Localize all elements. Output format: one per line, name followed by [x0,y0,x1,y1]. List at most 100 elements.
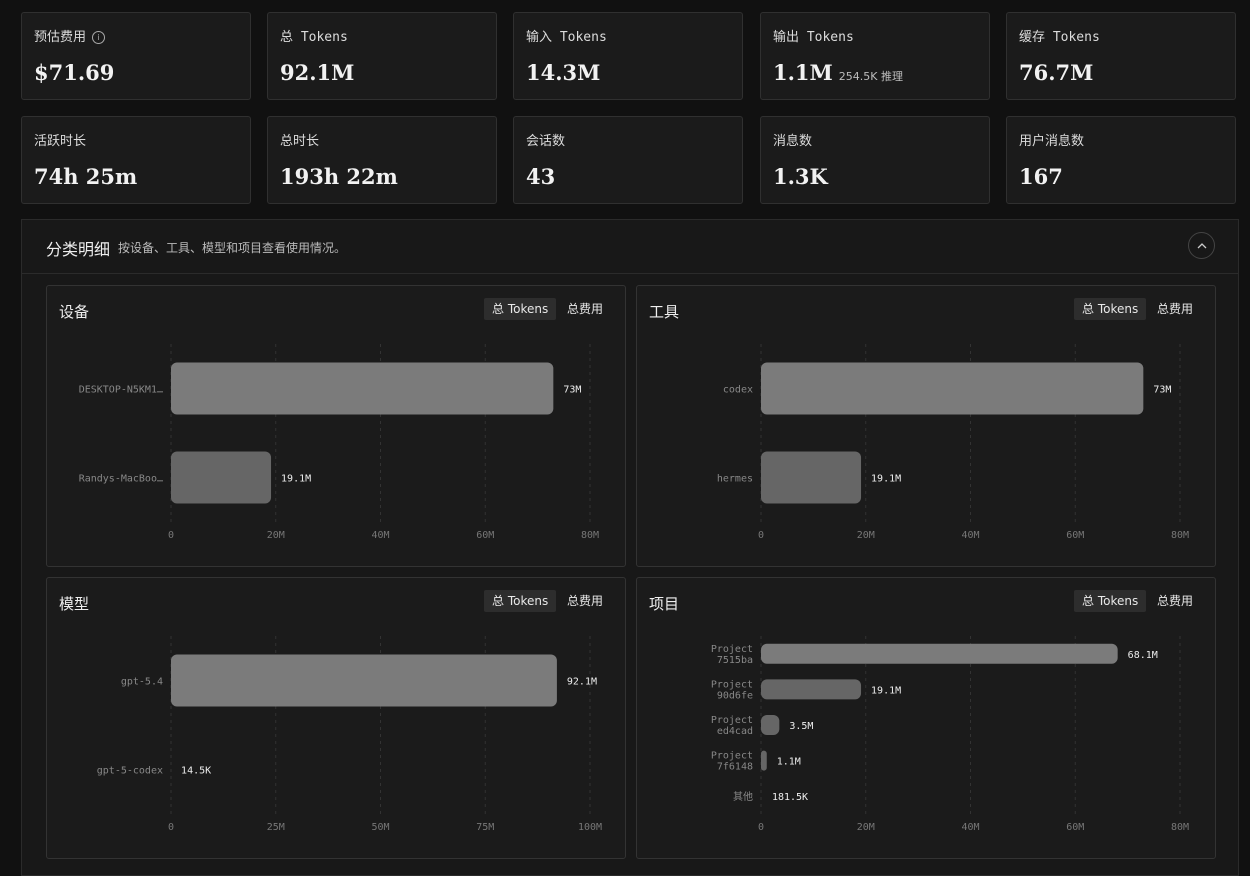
category-label: 其他 [733,790,753,803]
stat-label: 活跃时长 [34,134,87,149]
stat-value: 167 [1019,164,1063,189]
x-tick-label: 0 [168,530,174,541]
chart-card-project: 项目 总 Tokens 总费用 0 20M 40M 60M 80M Project 7515… [636,577,1216,859]
reasoning-tokens: 254.5K 推理 [838,70,903,83]
x-tick-label: 40M [961,822,979,833]
bar [171,451,272,504]
x-tick-label: 0 [758,530,764,541]
value-label: 3.5M [789,721,813,732]
x-tick-label: 20M [857,530,875,541]
bar [761,679,862,700]
stat-value: 193h 22m [280,164,398,189]
stat-card-output-tokens: 输出 Tokens 1.1M 254.5K 推理 [760,12,990,100]
project-bar-chart: 0 20M 40M 60M 80M Project 7515ba 68.1M Project 90… [711,636,1189,833]
stat-label: 总 Tokens [280,30,348,45]
x-tick-label: 40M [961,530,979,541]
stat-label: 预估费用 i [34,26,106,45]
chart-title: 模型 [59,595,90,613]
info-icon[interactable]: i [92,31,106,44]
stat-value: $71.69 [34,60,115,85]
bar [171,654,557,707]
bar [761,362,1144,415]
x-tick-label: 25M [267,822,285,833]
stat-value: 14.3M [526,60,601,85]
value-label: 181.5K [772,792,808,803]
chart-title: 设备 [59,303,90,321]
x-tick-label: 60M [476,530,494,541]
stat-label: 缓存 Tokens [1019,30,1100,45]
x-tick-label: 80M [1171,530,1189,541]
value-label: 1.1M [777,757,801,768]
breakdown-header: 分类明细 按设备、工具、模型和项目查看使用情况。 [22,220,1238,274]
x-tick-label: 0 [758,822,764,833]
x-tick-label: 0 [168,822,174,833]
stat-label: 输入 Tokens [526,30,607,45]
category-label: Randys-MacBoo… [79,474,163,485]
bar [761,451,862,504]
category-label: Project ed4cad [711,715,753,737]
stat-card-user-messages: 用户消息数 167 [1006,116,1236,204]
x-tick-label: 20M [267,530,285,541]
bar [761,643,1118,664]
breakdown-description: 按设备、工具、模型和项目查看使用情况。 [118,241,347,255]
chart-card-tool: 工具 总 Tokens 总费用 0 20M 40M 60M 80M codex 73M her… [636,285,1216,567]
toggle-total-tokens[interactable]: 总 Tokens [1074,590,1147,612]
x-tick-label: 20M [857,822,875,833]
category-label: Project 7515ba [711,644,753,666]
toggle-total-tokens[interactable]: 总 Tokens [1074,298,1147,320]
breakdown-panel: 分类明细 按设备、工具、模型和项目查看使用情况。 设备 总 Tokens 总费用… [21,219,1239,876]
stat-value: 1.1M 254.5K 推理 [773,60,903,85]
collapse-button[interactable] [1188,232,1215,259]
chevron-up-icon [1197,243,1206,249]
bar [171,362,554,415]
stat-value: 1.3K [773,164,828,189]
chart-card-device: 设备 总 Tokens 总费用 0 20M 40M 60M 80M DESKTOP-N5K… [46,285,626,567]
stat-label: 消息数 [773,134,813,149]
category-label: DESKTOP-N5KM1… [79,385,163,396]
chart-title: 工具 [649,303,680,321]
chart-card-model: 模型 总 Tokens 总费用 0 25M 50M 75M 100M gpt-5.4 92.… [46,577,626,859]
x-tick-label: 60M [1066,822,1084,833]
model-bar-chart: 0 25M 50M 75M 100M gpt-5.4 92.1M gpt-5-codex 14.… [97,636,602,833]
stat-label: 用户消息数 [1019,134,1085,149]
bar [761,715,780,735]
toggle-total-cost[interactable]: 总费用 [1157,302,1194,316]
value-label: 19.1M [871,474,901,485]
stat-card-estimated-cost: 预估费用 i $71.69 [21,12,251,100]
device-bar-chart: 0 20M 40M 60M 80M DESKTOP-N5KM1… 73M Randys-Mac… [79,344,599,541]
x-tick-label: 40M [371,530,389,541]
stat-card-cache-tokens: 缓存 Tokens 76.7M [1006,12,1236,100]
bar [761,750,767,771]
chart-title: 项目 [649,595,680,613]
tool-bar-chart: 0 20M 40M 60M 80M codex 73M hermes 19.1M [717,344,1189,541]
stat-card-total-time: 总时长 193h 22m [267,116,497,204]
category-label: gpt-5.4 [121,677,163,688]
toggle-total-tokens[interactable]: 总 Tokens [484,590,557,612]
stat-label: 会话数 [526,134,566,149]
value-label: 68.1M [1128,650,1158,661]
x-tick-label: 75M [476,822,494,833]
value-label: 19.1M [871,685,901,696]
stat-card-input-tokens: 输入 Tokens 14.3M [513,12,743,100]
category-label: Project 7f6148 [711,751,753,773]
category-label: hermes [717,474,753,485]
x-tick-label: 100M [578,822,602,833]
category-label: Project 90d6fe [711,679,753,701]
stat-label: 总时长 [280,134,320,149]
value-label: 92.1M [567,677,597,688]
breakdown-title: 分类明细 [46,240,111,259]
toggle-total-cost[interactable]: 总费用 [567,594,604,608]
stat-card-sessions: 会话数 43 [513,116,743,204]
value-label: 73M [1153,385,1171,396]
x-tick-label: 60M [1066,530,1084,541]
stat-value: 92.1M [280,60,355,85]
category-label: codex [723,385,753,396]
toggle-total-cost[interactable]: 总费用 [567,302,604,316]
stat-label: 输出 Tokens [773,30,854,45]
stat-value: 43 [526,164,556,189]
toggle-total-tokens[interactable]: 总 Tokens [484,298,557,320]
stat-card-messages: 消息数 1.3K [760,116,990,204]
toggle-total-cost[interactable]: 总费用 [1157,594,1194,608]
value-label: 19.1M [281,474,311,485]
stat-card-total-tokens: 总 Tokens 92.1M [267,12,497,100]
